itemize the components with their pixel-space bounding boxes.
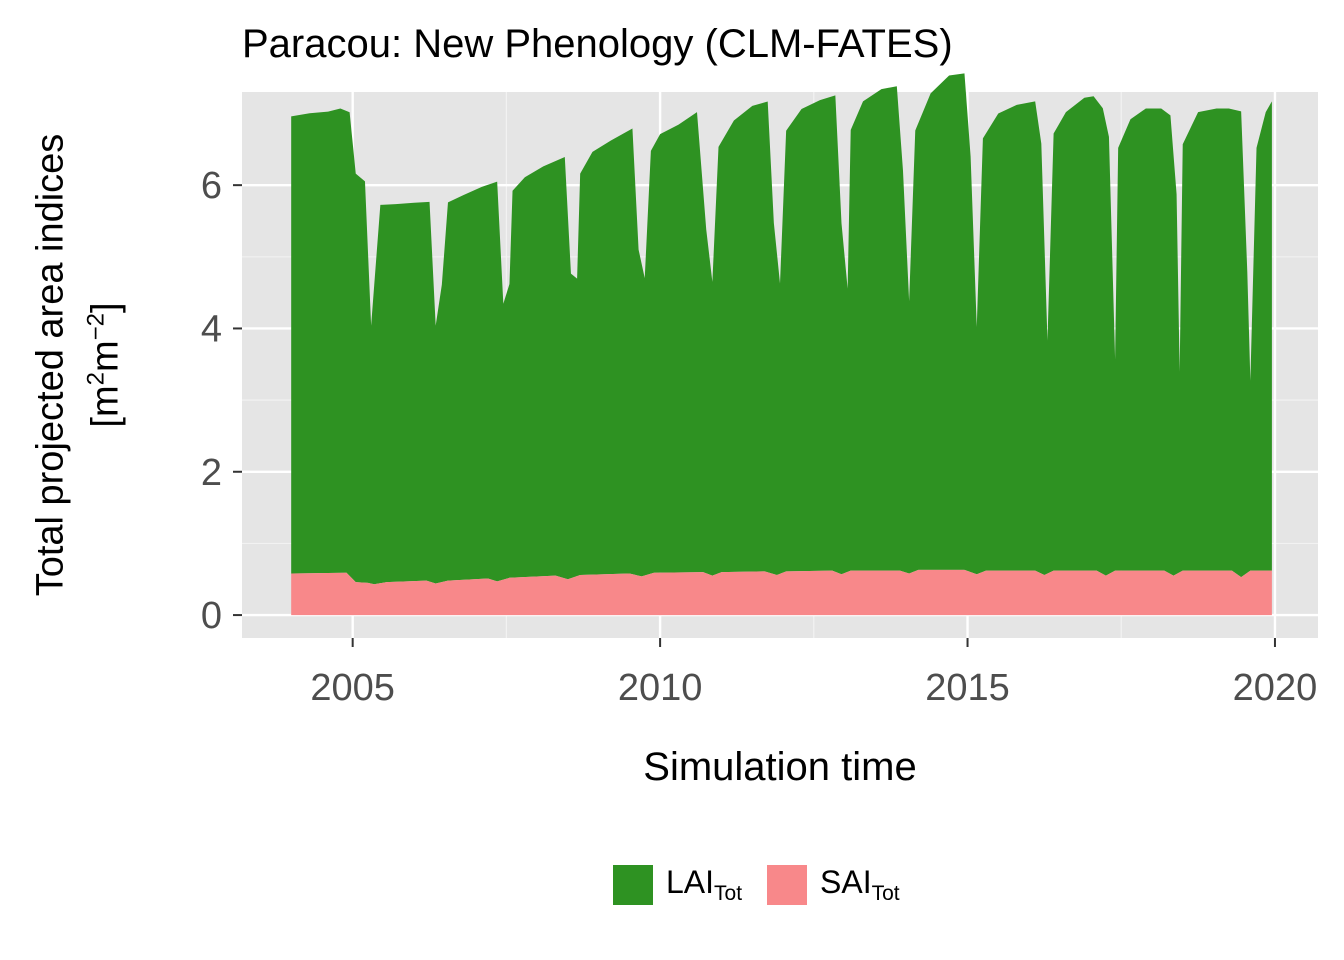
x-tick-label: 2010 (618, 667, 703, 709)
legend-lai-sub: Tot (714, 882, 743, 905)
lai-area (291, 73, 1272, 585)
x-tick-label: 2015 (925, 667, 1010, 709)
y-tick-label: 2 (201, 452, 222, 494)
legend-key-sai (766, 864, 809, 906)
y-tick-label: 6 (201, 165, 222, 207)
y-unit-sup1: 2 (82, 372, 110, 386)
legend-label-lai: LAITot (666, 864, 742, 906)
x-axis-label: Simulation time (643, 745, 917, 789)
legend-lai-name: LAI (666, 864, 715, 900)
y-axis-label-unit: [m2m−2] (74, 134, 129, 597)
y-unit-mid: m (84, 340, 127, 373)
x-tick-label: 2005 (310, 667, 395, 709)
legend-label-sai: SAITot (820, 864, 900, 906)
sai-area (291, 569, 1272, 616)
axes: 2005 2010 2015 2020 0 2 4 6 (201, 165, 1317, 709)
y-axis-label-line1: Total projected area indices (29, 133, 72, 597)
y-tick-label: 0 (201, 595, 222, 637)
x-tick-label: 2020 (1233, 667, 1318, 709)
legend-sai-name: SAI (820, 864, 872, 900)
legend-key-lai (612, 864, 654, 906)
chart-title: Paracou: New Phenology (CLM-FATES) (242, 22, 953, 66)
legend-sai-sub: Tot (871, 882, 900, 905)
y-unit-close: ] (84, 302, 127, 313)
y-unit-sup2: −2 (82, 312, 110, 341)
y-unit-open: [m (84, 385, 127, 428)
area-series (291, 73, 1272, 616)
legend: LAITot SAITot (612, 864, 924, 906)
y-tick-label: 4 (201, 308, 222, 350)
